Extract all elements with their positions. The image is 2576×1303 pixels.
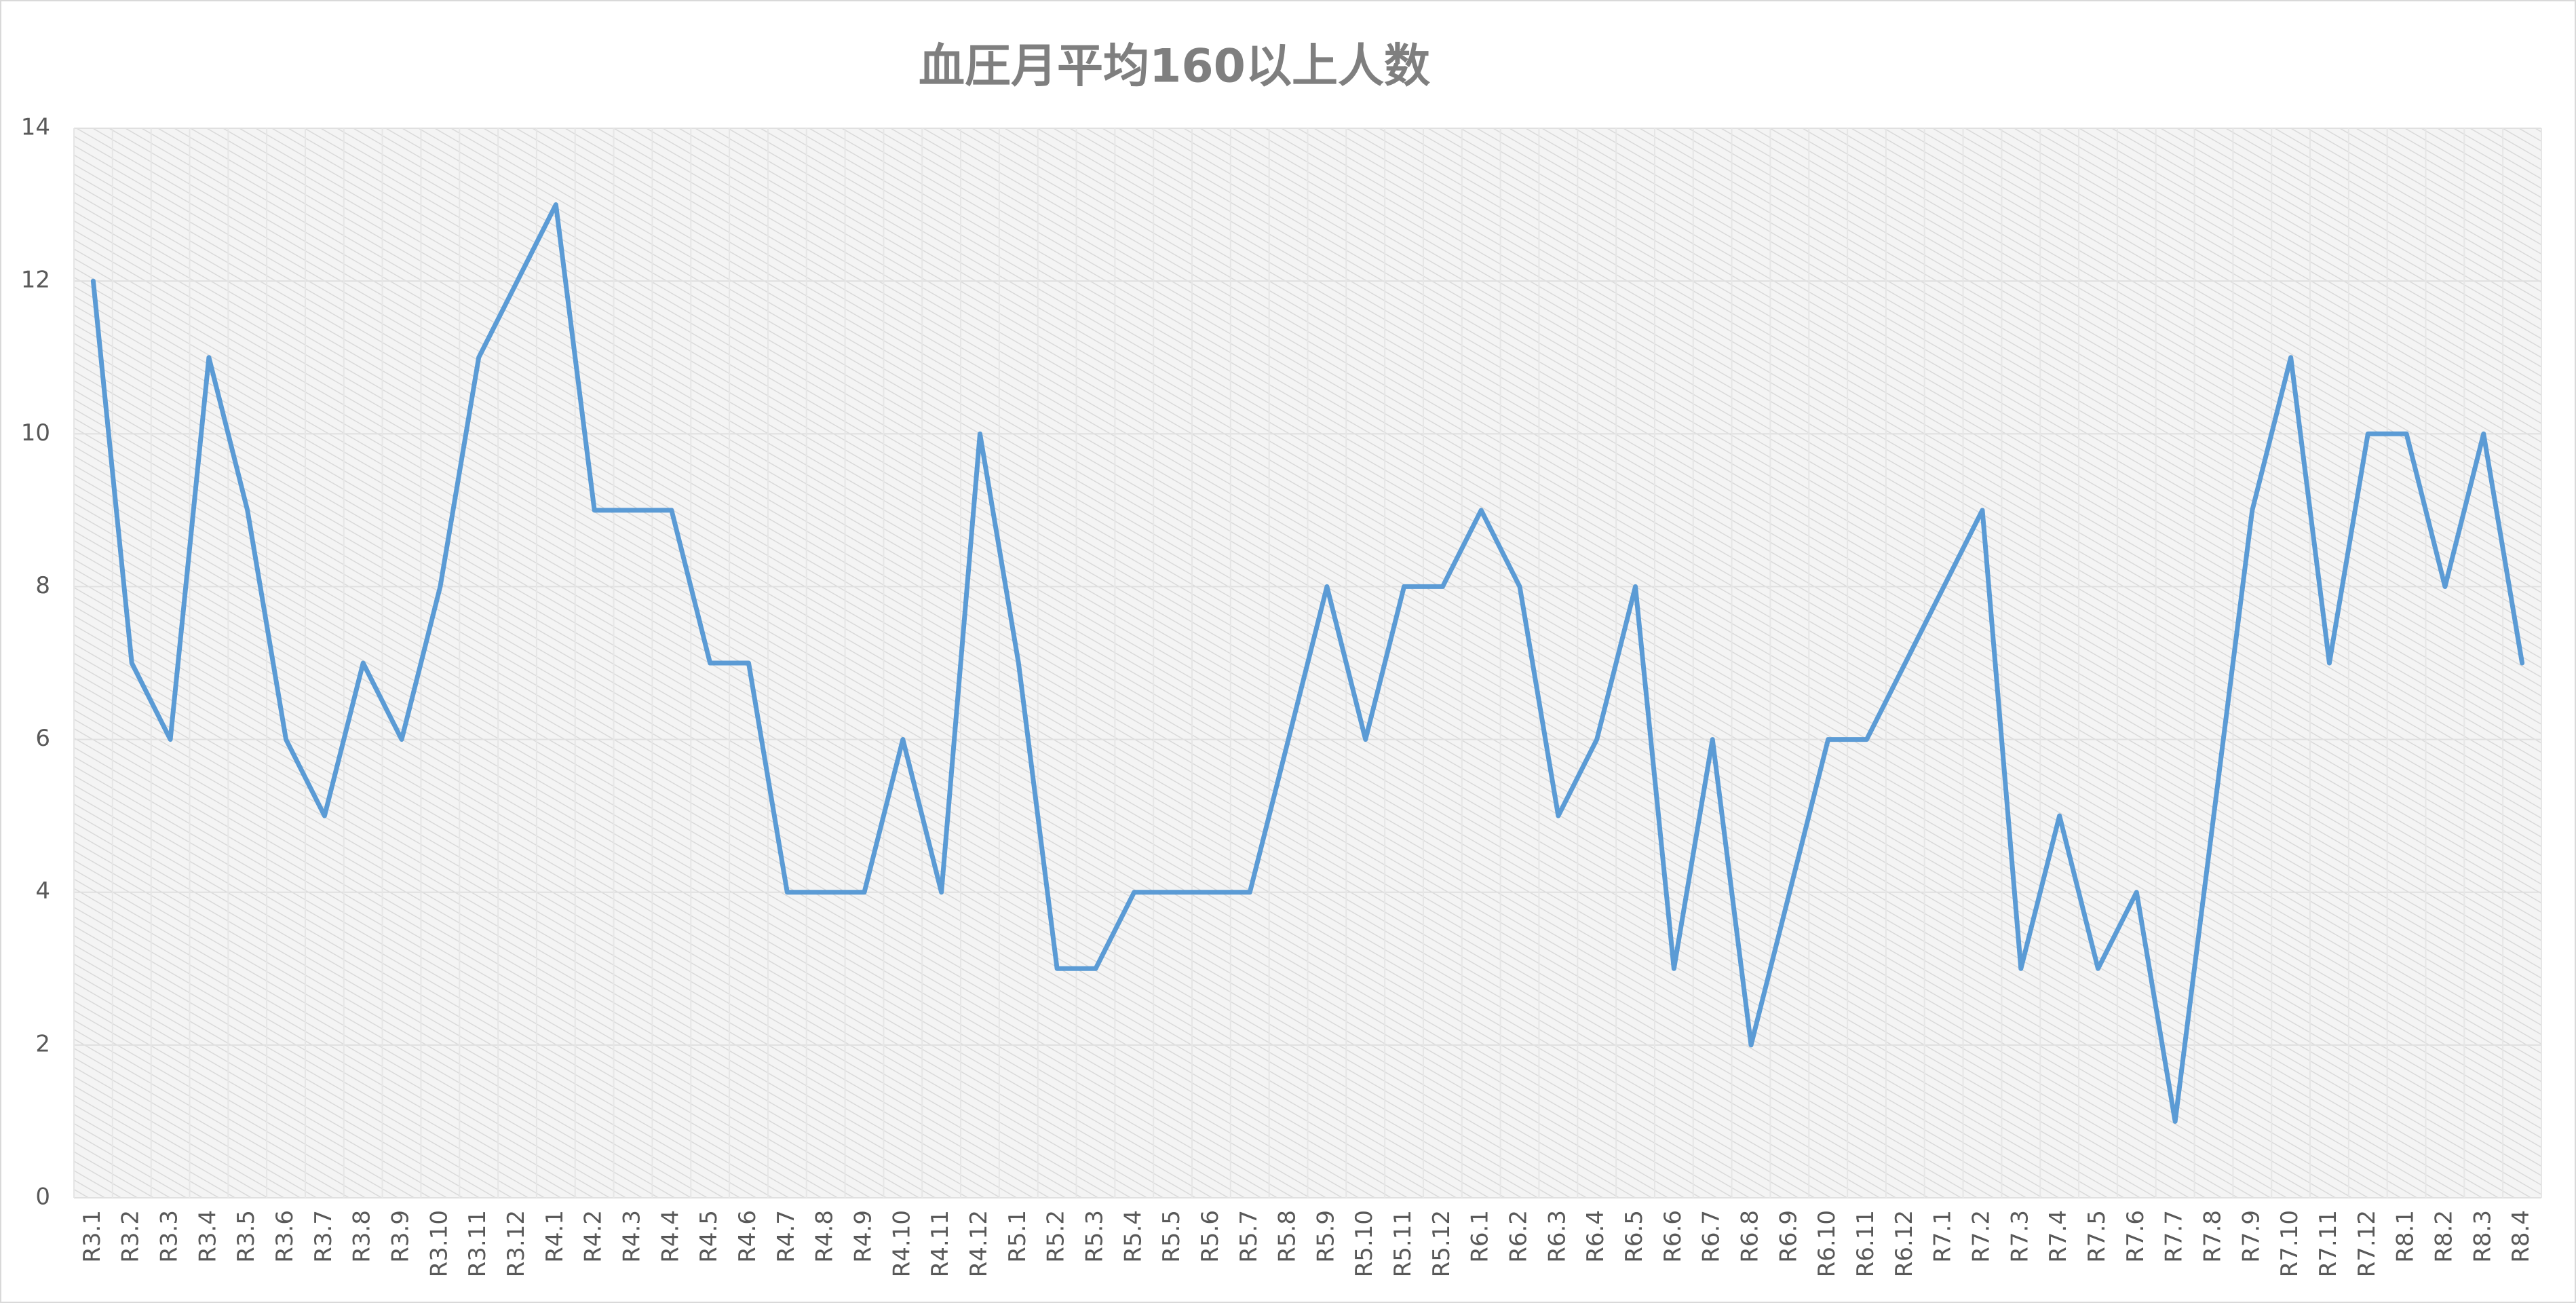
x-tick-label: R6.7 [1698,1210,1725,1263]
y-tick-label: 2 [35,1030,50,1057]
x-tick-label: R3.12 [503,1210,530,1277]
x-tick-label: R4.6 [734,1210,761,1263]
x-tick-label: R7.2 [1967,1210,1995,1263]
x-tick-label: R4.7 [773,1210,800,1263]
x-tick-label: R3.4 [194,1210,221,1263]
x-tick-label: R7.7 [2161,1210,2188,1263]
x-tick-label: R3.1 [79,1210,106,1263]
x-tick-label: R5.9 [1312,1210,1339,1263]
x-tick-label: R5.7 [1235,1210,1263,1263]
x-tick-label: R4.2 [580,1210,607,1263]
x-tick-label: R3.5 [233,1210,260,1263]
x-tick-label: R4.8 [811,1210,839,1263]
x-tick-label: R5.11 [1389,1210,1417,1277]
chart-title: 血圧月平均160以上人数 [919,40,1430,94]
x-tick-label: R6.3 [1543,1210,1571,1263]
x-tick-label: R7.3 [2006,1210,2033,1263]
x-tick-label: R6.10 [1813,1210,1841,1277]
y-tick-label: 6 [35,725,50,752]
x-tick-label: R7.4 [2045,1210,2072,1263]
x-tick-label: R7.8 [2199,1210,2226,1263]
y-tick-label: 12 [21,267,50,294]
x-tick-label: R6.4 [1582,1210,1609,1263]
x-tick-label: R5.1 [1004,1210,1031,1263]
x-tick-label: R5.3 [1081,1210,1108,1263]
x-tick-label: R6.9 [1775,1210,1802,1263]
y-tick-label: 0 [35,1184,50,1211]
x-tick-label: R4.1 [541,1210,569,1263]
x-tick-label: R4.12 [965,1210,993,1277]
x-tick-label: R5.8 [1274,1210,1301,1263]
x-tick-label: R4.4 [657,1210,684,1263]
x-tick-label: R7.5 [2083,1210,2111,1263]
x-tick-label: R3.9 [387,1210,415,1263]
x-tick-label: R5.4 [1119,1210,1147,1263]
x-tick-label: R4.3 [619,1210,646,1263]
x-tick-label: R4.9 [849,1210,877,1263]
y-tick-label: 14 [21,114,50,141]
x-tick-label: R6.12 [1891,1210,1918,1277]
x-tick-label: R8.1 [2392,1210,2419,1263]
x-tick-label: R5.12 [1428,1210,1455,1277]
x-tick-label: R7.6 [2122,1210,2149,1263]
x-tick-label: R7.10 [2276,1210,2303,1277]
x-tick-label: R7.11 [2315,1210,2342,1277]
x-tick-label: R7.12 [2353,1210,2381,1277]
x-tick-label: R3.11 [464,1210,491,1277]
x-tick-label: R5.2 [1043,1210,1070,1263]
x-tick-label: R4.10 [888,1210,915,1277]
x-tick-label: R6.8 [1737,1210,1764,1263]
x-tick-label: R5.6 [1197,1210,1224,1263]
data-line [90,202,2525,1124]
x-tick-label: R7.1 [1929,1210,1957,1263]
x-tick-label: R3.2 [117,1210,145,1263]
x-tick-label: R8.3 [2469,1210,2496,1263]
x-tick-label: R3.7 [310,1210,337,1263]
x-tick-label: R8.2 [2430,1210,2457,1263]
x-tick-label: R3.8 [349,1210,376,1263]
x-tick-label: R8.4 [2507,1210,2535,1263]
y-tick-label: 4 [35,877,50,905]
x-tick-label: R6.11 [1852,1210,1879,1277]
y-tick-label: 10 [21,419,50,447]
x-tick-label: R6.6 [1659,1210,1687,1263]
x-tick-label: R5.5 [1158,1210,1185,1263]
x-tick-label: R7.9 [2237,1210,2265,1263]
x-tick-label: R3.3 [156,1210,183,1263]
x-tick-label: R6.5 [1621,1210,1648,1263]
y-tick-label: 8 [35,572,50,599]
x-tick-label: R4.11 [927,1210,954,1277]
x-tick-label: R6.2 [1505,1210,1533,1263]
x-tick-label: R6.1 [1467,1210,1494,1263]
x-tick-label: R3.6 [271,1210,299,1263]
x-tick-label: R5.10 [1351,1210,1378,1277]
x-tick-label: R3.10 [425,1210,453,1277]
x-tick-label: R4.5 [695,1210,723,1263]
